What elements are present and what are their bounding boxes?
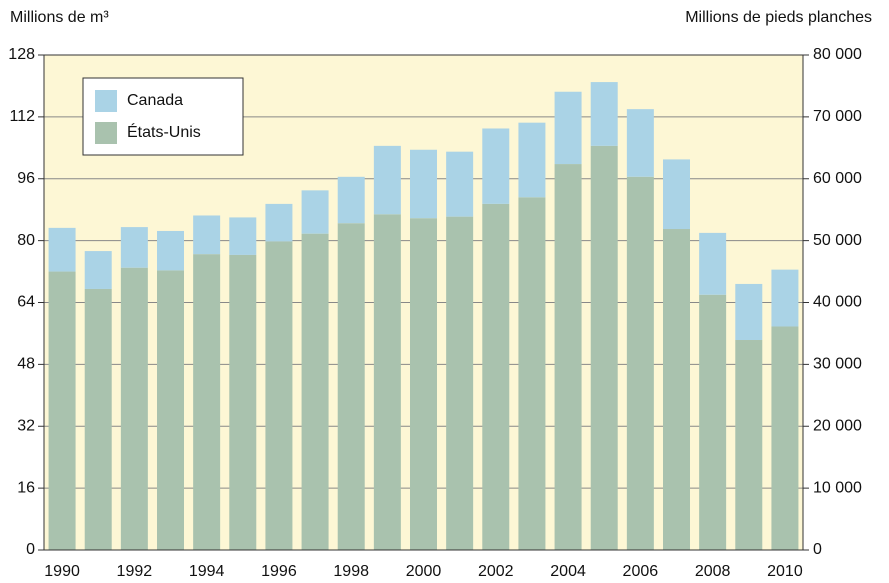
bar-segment bbox=[157, 230, 184, 271]
bar-segment bbox=[626, 176, 654, 550]
bar-segment bbox=[410, 149, 437, 219]
x-tick-label: 2000 bbox=[406, 563, 442, 580]
y2-tick-label: 30 000 bbox=[813, 356, 862, 373]
legend-label: États-Unis bbox=[127, 122, 201, 141]
y-tick-label: 112 bbox=[9, 108, 35, 125]
y-tick-label: 96 bbox=[17, 170, 35, 187]
y-tick-label: 16 bbox=[17, 479, 35, 496]
y2-tick-label: 0 bbox=[813, 541, 822, 558]
x-tick-label: 1990 bbox=[44, 563, 80, 580]
y2-tick-label: 10 000 bbox=[813, 479, 862, 496]
y2-axis-title: Millions de pieds planches bbox=[685, 9, 872, 26]
bar-segment bbox=[735, 340, 763, 550]
bar-segment bbox=[193, 215, 221, 255]
bar-segment bbox=[84, 251, 112, 289]
legend-label: Canada bbox=[127, 92, 183, 109]
x-tick-label: 1996 bbox=[261, 563, 297, 580]
x-tick-label: 1994 bbox=[189, 563, 225, 580]
bar-segment bbox=[554, 91, 582, 165]
bar-segment bbox=[265, 241, 293, 550]
bar-segment bbox=[410, 218, 437, 550]
bar-segment bbox=[554, 164, 582, 550]
bar-segment bbox=[120, 227, 148, 268]
y-tick-label: 128 bbox=[8, 46, 35, 63]
x-tick-label: 1998 bbox=[333, 563, 369, 580]
legend-swatch bbox=[95, 122, 117, 144]
bar-segment bbox=[373, 145, 401, 215]
y2-tick-label: 40 000 bbox=[813, 294, 862, 311]
bar-segment bbox=[482, 128, 510, 204]
bar-segment bbox=[301, 190, 329, 234]
bar-segment bbox=[337, 223, 365, 550]
y-tick-label: 64 bbox=[17, 294, 35, 311]
bar-segment bbox=[518, 197, 546, 550]
bar-segment bbox=[193, 254, 221, 550]
y-tick-label: 0 bbox=[26, 541, 35, 558]
legend-swatch bbox=[95, 90, 117, 112]
bar-segment bbox=[626, 109, 654, 177]
x-tick-label: 2008 bbox=[695, 563, 731, 580]
bar-segment bbox=[157, 270, 184, 550]
y-tick-label: 48 bbox=[17, 356, 35, 373]
y2-tick-label: 80 000 bbox=[813, 46, 862, 63]
bar-segment bbox=[590, 145, 618, 550]
bar-segment bbox=[337, 176, 365, 224]
bar-segment bbox=[265, 203, 293, 242]
bar-segment bbox=[229, 217, 257, 255]
bar-segment bbox=[120, 267, 148, 550]
bar-segment bbox=[663, 159, 690, 230]
bar-segment bbox=[518, 122, 546, 198]
x-tick-label: 2002 bbox=[478, 563, 514, 580]
bar-segment bbox=[771, 269, 799, 327]
bar-segment bbox=[771, 326, 799, 550]
bar-segment bbox=[301, 233, 329, 550]
plot-frame bbox=[43, 54, 804, 551]
bar-segment bbox=[446, 216, 474, 550]
x-tick-label: 2004 bbox=[550, 563, 586, 580]
bar-segment bbox=[48, 227, 76, 272]
x-tick-label: 2006 bbox=[623, 563, 659, 580]
bar-segment bbox=[699, 232, 727, 295]
y-axis-title: Millions de m³ bbox=[10, 9, 109, 26]
bar-segment bbox=[735, 283, 763, 341]
x-tick-label: 2010 bbox=[767, 563, 803, 580]
bar-segment bbox=[84, 288, 112, 550]
y2-tick-label: 20 000 bbox=[813, 417, 862, 434]
bar-segment bbox=[373, 214, 401, 550]
bar-segment bbox=[482, 203, 510, 550]
x-tick-label: 1992 bbox=[117, 563, 153, 580]
bar-segment bbox=[229, 254, 257, 550]
bar-segment bbox=[446, 151, 474, 217]
y2-tick-label: 60 000 bbox=[813, 170, 862, 187]
y2-tick-label: 50 000 bbox=[813, 232, 862, 249]
bar-segment bbox=[663, 229, 690, 550]
bar-segment bbox=[590, 82, 618, 146]
y-tick-label: 80 bbox=[17, 232, 35, 249]
bar-segment bbox=[48, 271, 76, 550]
y2-tick-label: 70 000 bbox=[813, 108, 862, 125]
bar-segment bbox=[699, 294, 727, 550]
y-tick-label: 32 bbox=[17, 417, 35, 434]
